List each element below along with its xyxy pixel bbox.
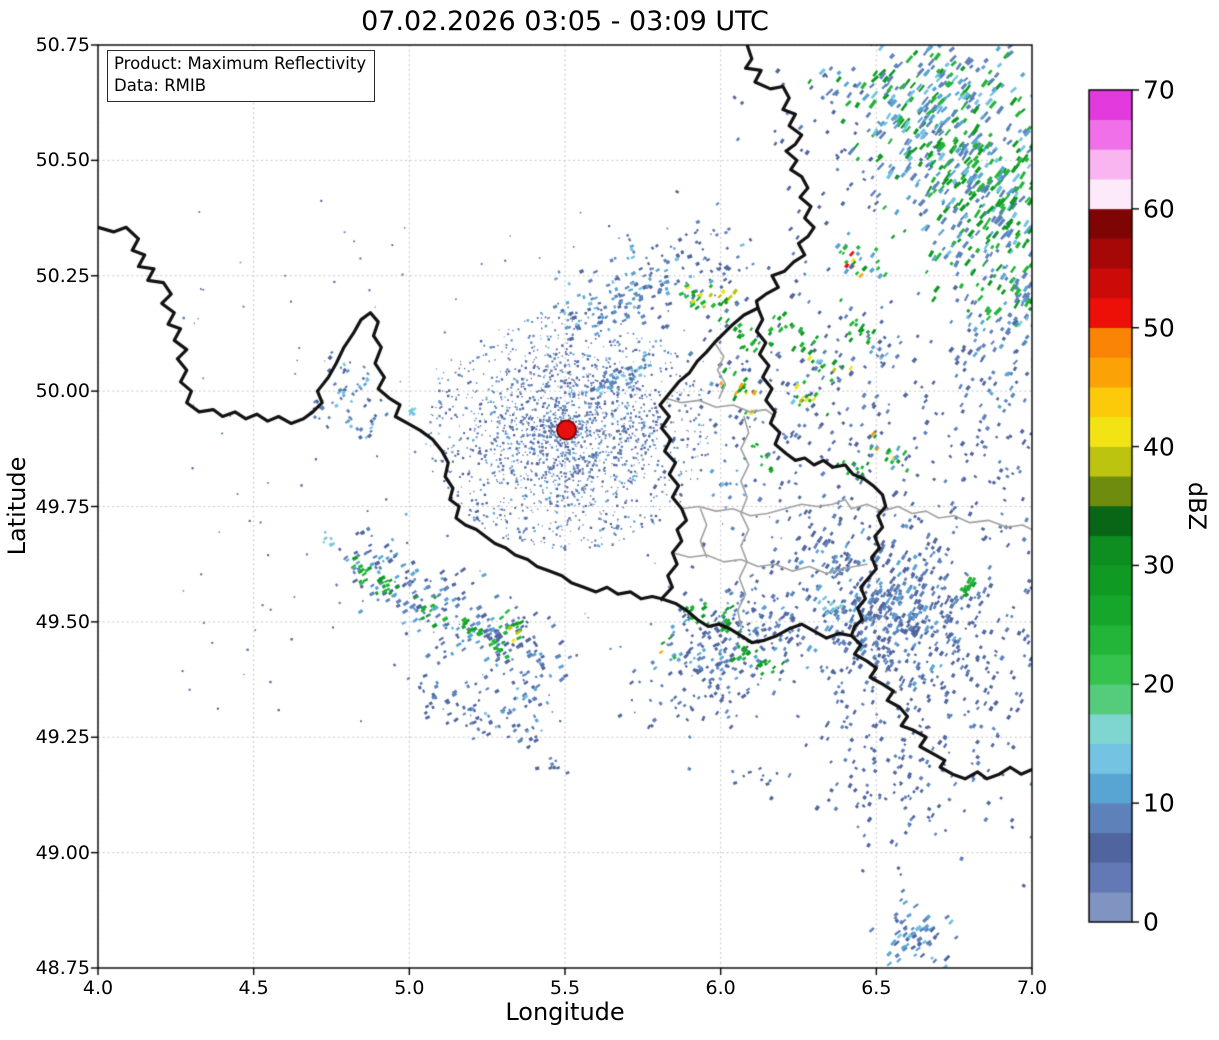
colorbar-tick-label: 60 [1143,194,1175,224]
x-tick-label: 5.5 [549,977,581,999]
colorbar-tick-label: 20 [1143,669,1175,699]
x-tick-label: 7.0 [1016,977,1048,999]
y-tick-label: 50.75 [35,34,90,56]
colorbar-tick-label: 0 [1143,907,1159,937]
y-tick-label: 49.00 [35,841,90,864]
colorbar-tick-label: 30 [1143,550,1175,580]
y-tick-label: 50.00 [35,380,90,403]
colorbar-tick-label: 10 [1143,788,1175,818]
data-source-line: Data: RMIB [114,75,207,95]
y-tick-label: 48.75 [35,957,90,979]
colorbar-label: dBZ [1183,481,1211,531]
plot-title: 07.02.2026 03:05 - 03:09 UTC [361,6,769,37]
colorbar-tick-label: 70 [1143,75,1175,105]
y-tick-label: 49.50 [35,610,90,633]
y-tick-label: 49.25 [35,726,90,749]
x-axis-label: Longitude [505,998,625,1026]
y-tick-label: 50.25 [35,264,90,287]
product-line: Product: Maximum Reflectivity [114,54,367,73]
y-tick-label: 49.75 [35,495,90,518]
colorbar-tick-label: 50 [1143,313,1175,343]
x-tick-label: 6.5 [861,977,892,999]
x-tick-label: 4.0 [82,977,114,999]
x-tick-label: 6.0 [705,977,736,999]
product-info-box: Product: Maximum Reflectivity Data: RMIB [107,50,376,102]
y-tick-label: 50.50 [35,149,90,172]
x-tick-label: 4.5 [238,977,269,999]
x-tick-label: 5.0 [394,977,425,999]
colorbar-tick-label: 40 [1143,432,1175,462]
